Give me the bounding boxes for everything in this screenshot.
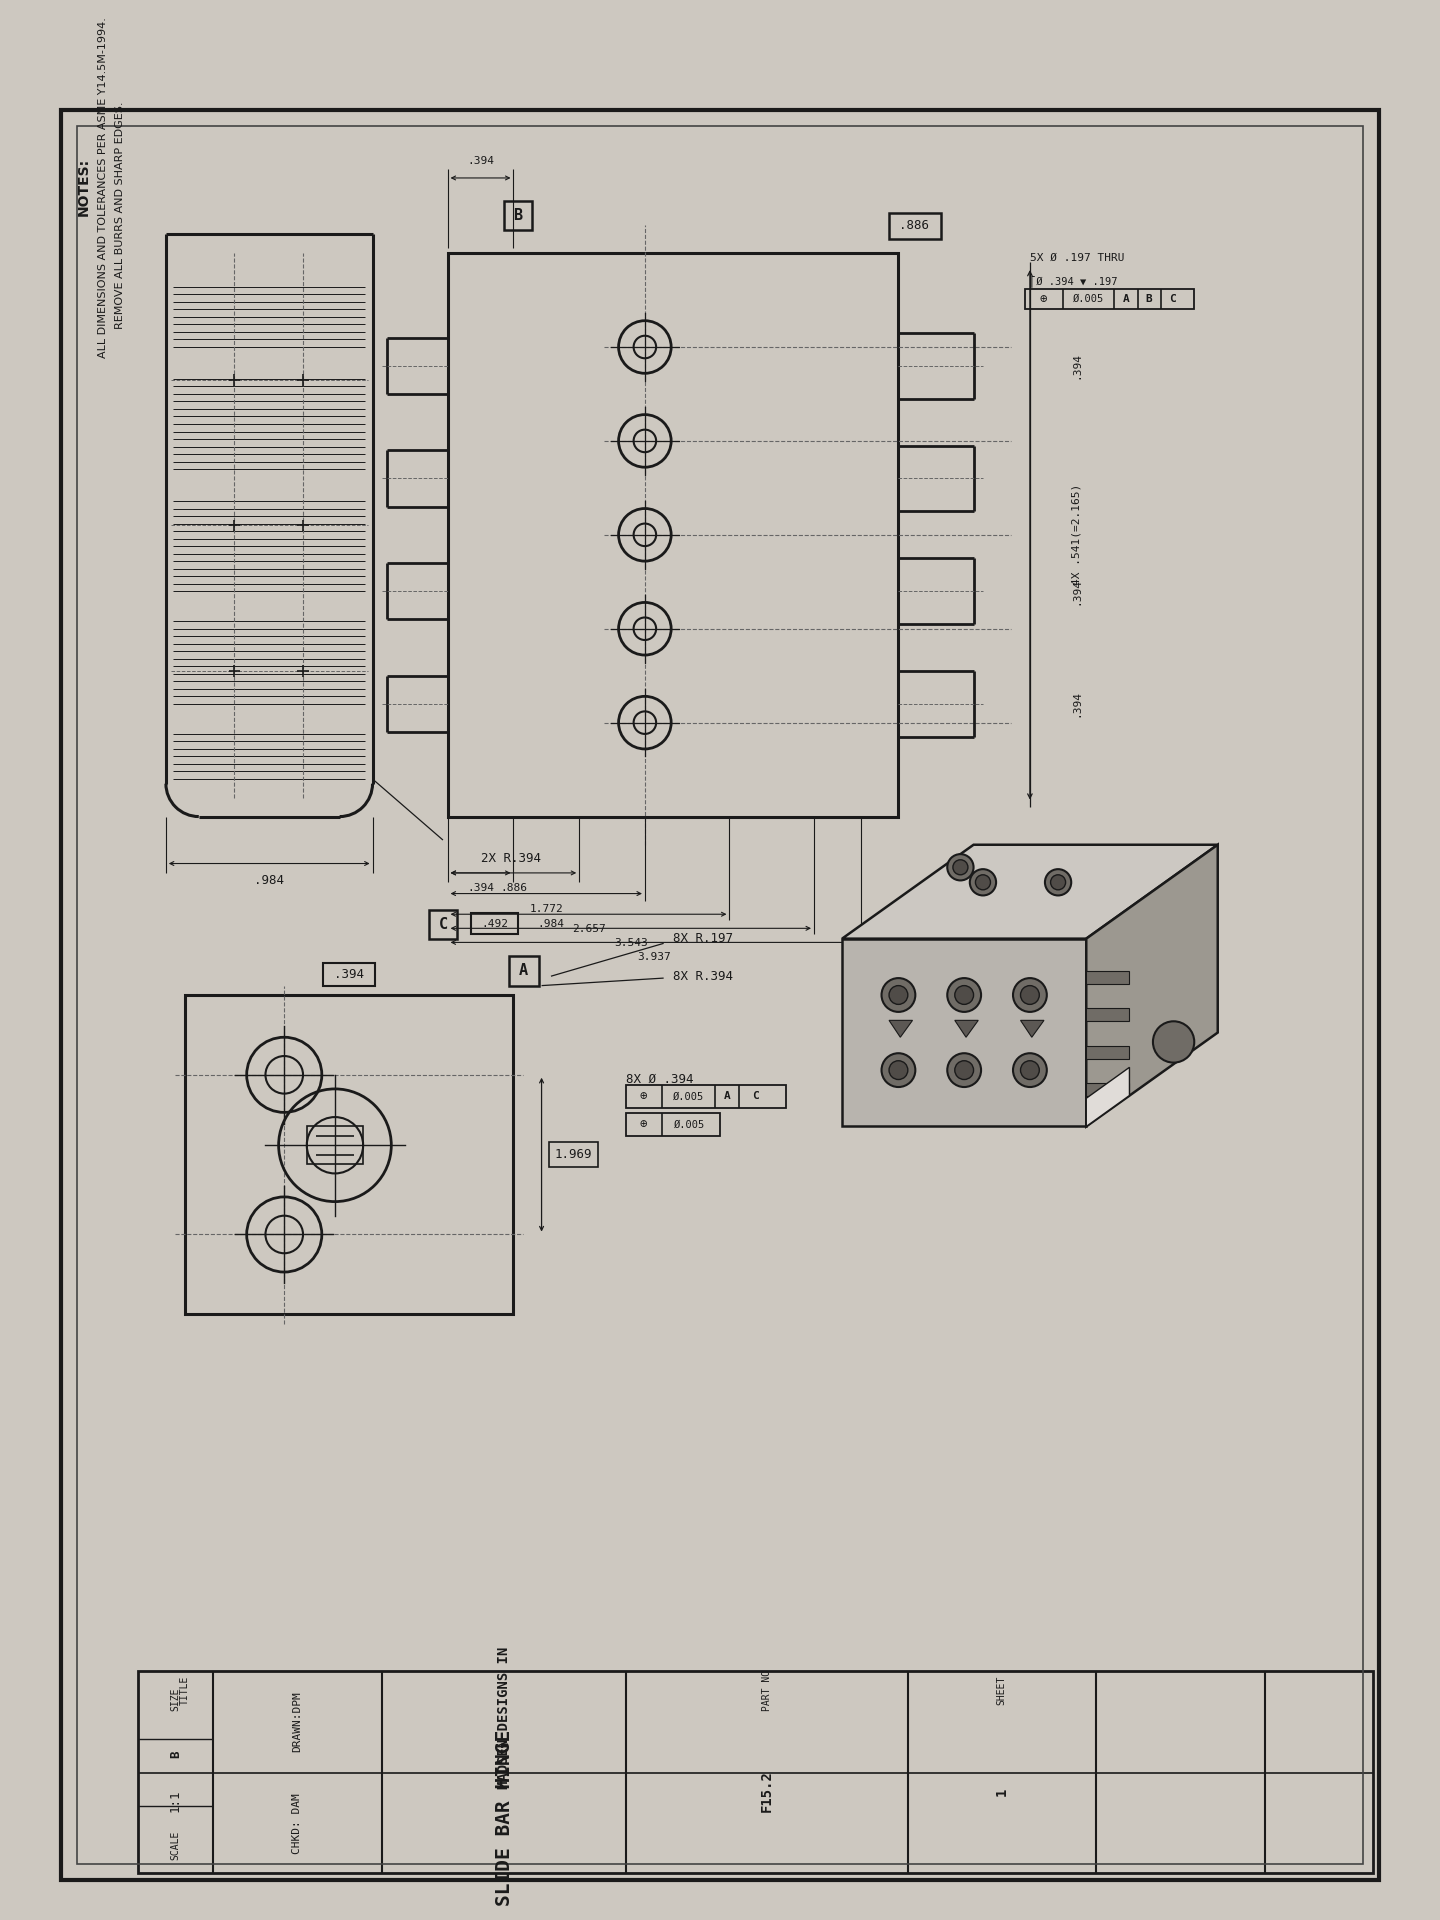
Text: Ø.005: Ø.005	[672, 1091, 704, 1102]
Bar	[429, 910, 456, 939]
Bar	[471, 914, 518, 933]
Text: SLIDE BAR HINGE: SLIDE BAR HINGE	[494, 1730, 514, 1907]
Bar	[1086, 1008, 1129, 1021]
Bar	[448, 253, 899, 816]
Text: 8X R.394: 8X R.394	[672, 970, 733, 983]
Text: B: B	[1146, 294, 1152, 303]
Text: 1.969: 1.969	[554, 1148, 592, 1162]
Text: A: A	[520, 964, 528, 977]
Text: ALL DIMENSIONS AND TOLERANCES PER ASME Y14.5M-1994.: ALL DIMENSIONS AND TOLERANCES PER ASME Y…	[98, 17, 108, 357]
Circle shape	[888, 1060, 907, 1079]
Polygon shape	[842, 939, 1086, 1127]
Text: ⊕: ⊕	[639, 1091, 647, 1102]
Circle shape	[955, 985, 973, 1004]
Text: 3.543: 3.543	[613, 939, 648, 948]
Circle shape	[955, 1060, 973, 1079]
Text: F15.2: F15.2	[760, 1770, 773, 1812]
Text: 4X .541(=2.165): 4X .541(=2.165)	[1071, 484, 1081, 586]
Text: C: C	[752, 1091, 759, 1102]
Text: 5X Ø .197 THRU: 5X Ø .197 THRU	[1030, 253, 1125, 263]
Text: .394: .394	[467, 883, 494, 893]
Bar	[888, 213, 940, 238]
Bar	[307, 1127, 363, 1164]
Circle shape	[953, 860, 968, 876]
Bar	[504, 202, 533, 230]
Text: 1: 1	[995, 1788, 1009, 1795]
Bar	[626, 1085, 786, 1108]
Text: PART NO: PART NO	[762, 1668, 772, 1711]
Bar	[508, 956, 539, 985]
Text: NOTES:: NOTES:	[76, 157, 91, 217]
Circle shape	[1012, 977, 1047, 1012]
Text: B: B	[514, 207, 523, 223]
Text: MADSEN DESIGNS IN: MADSEN DESIGNS IN	[497, 1647, 511, 1789]
Circle shape	[888, 985, 907, 1004]
Circle shape	[1051, 876, 1066, 889]
Text: B: B	[168, 1749, 181, 1757]
Circle shape	[881, 1054, 916, 1087]
Text: Ø.005: Ø.005	[674, 1119, 706, 1129]
Text: SHEET: SHEET	[996, 1676, 1007, 1705]
Text: .984: .984	[255, 874, 284, 887]
Bar	[1025, 288, 1194, 309]
Bar	[1086, 972, 1129, 983]
Text: .984: .984	[537, 918, 564, 929]
Text: 2.657: 2.657	[572, 924, 605, 935]
Circle shape	[1021, 985, 1040, 1004]
Text: 2X R.394: 2X R.394	[481, 852, 540, 866]
Circle shape	[1012, 1054, 1047, 1087]
Text: SCALE: SCALE	[170, 1830, 180, 1860]
Text: CHKD: DAM: CHKD: DAM	[292, 1793, 302, 1853]
Circle shape	[975, 876, 991, 889]
Bar	[549, 1142, 598, 1167]
Bar	[184, 995, 514, 1315]
Text: .394: .394	[1071, 351, 1081, 380]
Circle shape	[948, 977, 981, 1012]
Text: DRAWN:DPM: DRAWN:DPM	[292, 1692, 302, 1753]
Text: A: A	[724, 1091, 732, 1102]
Text: .394: .394	[467, 156, 494, 165]
Bar	[1086, 1083, 1129, 1096]
Circle shape	[1021, 1060, 1040, 1079]
Text: TITLE: TITLE	[180, 1676, 190, 1705]
Bar	[626, 1114, 720, 1137]
Text: SIZE: SIZE	[170, 1688, 180, 1711]
Text: .492: .492	[481, 918, 508, 929]
Bar	[138, 1670, 1372, 1874]
Circle shape	[969, 870, 996, 895]
Text: 8X Ø .394: 8X Ø .394	[626, 1073, 694, 1087]
Text: REMOVE ALL BURRS AND SHARP EDGES.: REMOVE ALL BURRS AND SHARP EDGES.	[115, 102, 125, 328]
Polygon shape	[842, 845, 1218, 939]
Text: ⊕: ⊕	[639, 1117, 647, 1131]
Text: Ø.005: Ø.005	[1073, 294, 1104, 303]
Polygon shape	[1086, 845, 1218, 1127]
Text: 8X R.197: 8X R.197	[672, 931, 733, 945]
Text: .886: .886	[500, 883, 527, 893]
Text: .886: .886	[900, 219, 929, 232]
Text: 1.772: 1.772	[530, 904, 563, 914]
Polygon shape	[1021, 1020, 1044, 1037]
Circle shape	[1153, 1021, 1194, 1062]
Text: C: C	[1169, 294, 1176, 303]
Text: ⎡Ø .394 ▼ .197: ⎡Ø .394 ▼ .197	[1030, 275, 1117, 288]
Text: ⊕: ⊕	[1040, 292, 1047, 305]
Bar	[1086, 1046, 1129, 1058]
Circle shape	[948, 1054, 981, 1087]
Text: 1:1: 1:1	[168, 1789, 181, 1812]
Circle shape	[948, 854, 973, 881]
Polygon shape	[888, 1020, 913, 1037]
Text: .394: .394	[1071, 578, 1081, 605]
Polygon shape	[1086, 1068, 1129, 1127]
Bar	[323, 964, 376, 985]
Text: .394: .394	[334, 968, 364, 981]
Text: A: A	[1122, 294, 1129, 303]
Text: 3.937: 3.937	[638, 952, 671, 962]
Text: .394: .394	[1071, 691, 1081, 718]
Circle shape	[881, 977, 916, 1012]
Circle shape	[1045, 870, 1071, 895]
Polygon shape	[955, 1020, 978, 1037]
Text: C: C	[438, 918, 448, 931]
